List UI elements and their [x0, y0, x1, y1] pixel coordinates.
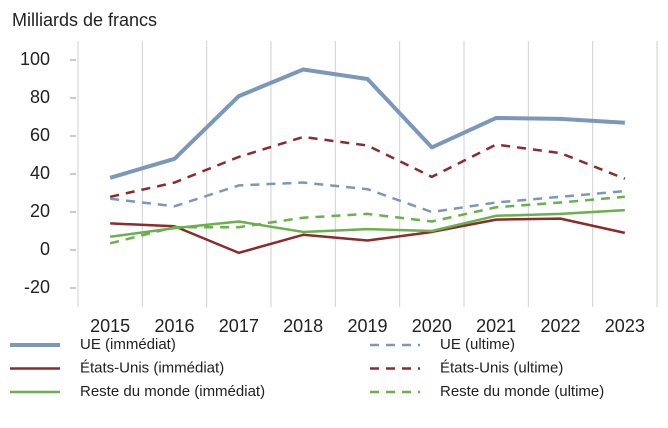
y-tick-label: 40: [30, 163, 50, 183]
y-tick-label: 60: [30, 125, 50, 145]
x-tick-label: 2021: [476, 316, 516, 336]
series-line: [109, 135, 626, 199]
legend-label: États-Unis (ultime): [440, 359, 563, 376]
series-line: [110, 181, 625, 214]
legend-label: Reste du monde (ultime): [440, 383, 604, 400]
x-tick-label: 2020: [412, 316, 452, 336]
y-axis-label: Milliards de francs: [12, 10, 157, 30]
x-tick-label: 2016: [154, 316, 194, 336]
y-tick-label: 20: [30, 201, 50, 221]
y-tick-label: 80: [30, 87, 50, 107]
series-line: [110, 208, 625, 238]
series-line: [109, 195, 625, 245]
legend-label: UE (immédiat): [80, 336, 176, 353]
x-tick-label: 2017: [219, 316, 259, 336]
x-tick-label: 2019: [347, 316, 387, 336]
x-tick-label: 2023: [605, 316, 645, 336]
series-line: [110, 217, 626, 255]
x-tick-label: 2022: [540, 316, 580, 336]
legend-label: États-Unis (immédiat): [80, 359, 224, 376]
y-tick-label: -20: [24, 277, 50, 297]
legend-label: UE (ultime): [440, 336, 515, 353]
y-tick-label: 100: [20, 49, 50, 69]
series-line: [109, 67, 625, 180]
x-tick-label: 2015: [90, 316, 130, 336]
x-tick-label: 2018: [283, 316, 323, 336]
legend-label: Reste du monde (immédiat): [80, 383, 265, 400]
y-tick-label: 0: [40, 239, 50, 259]
